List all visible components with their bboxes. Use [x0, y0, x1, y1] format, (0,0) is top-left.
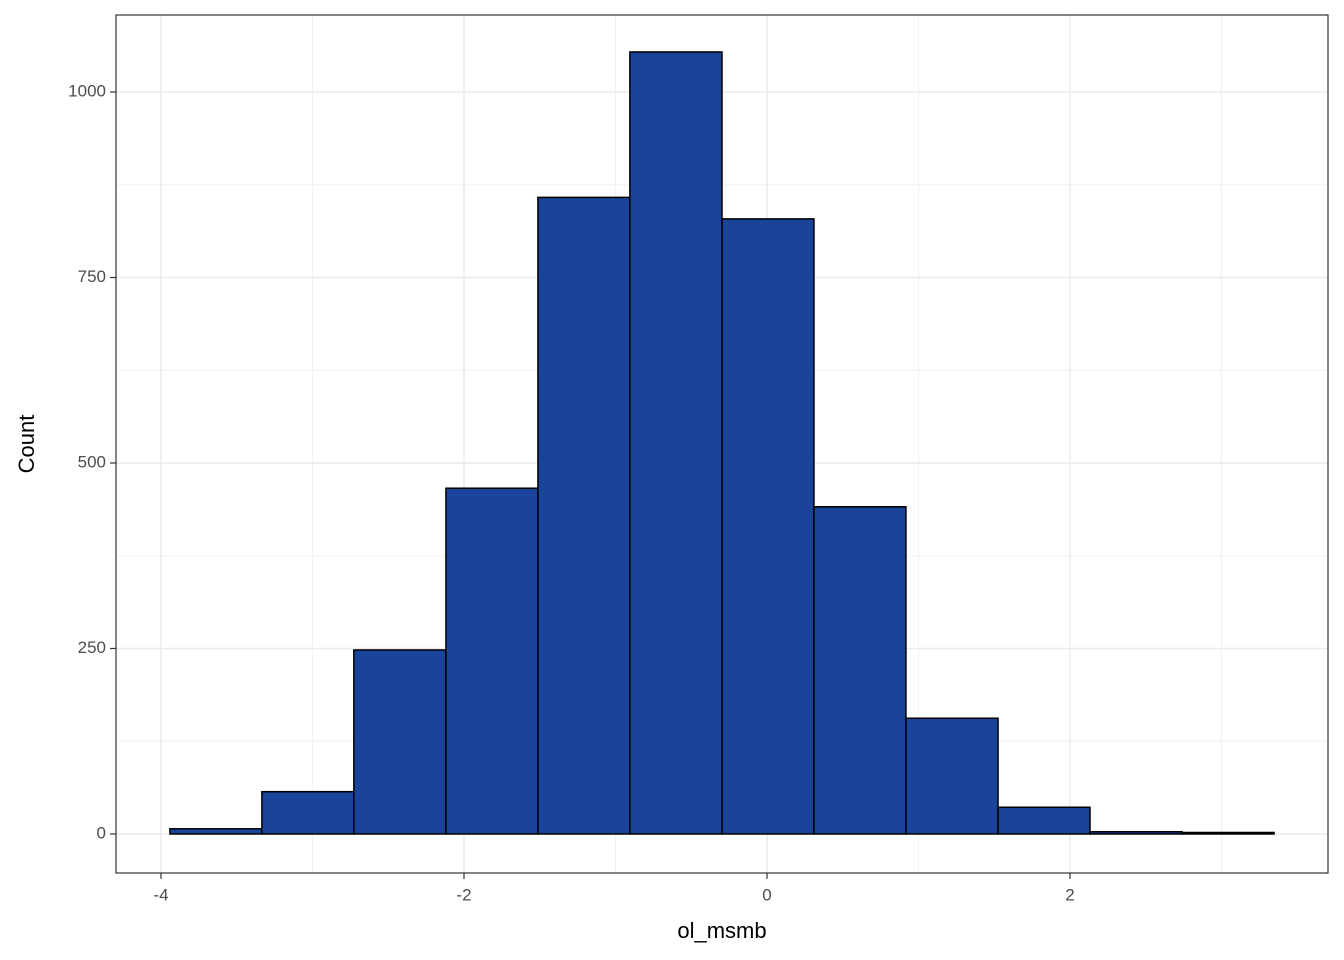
bar	[169, 828, 263, 835]
bar	[629, 51, 723, 835]
y-tick-label: 750	[78, 267, 106, 286]
bar	[905, 717, 999, 835]
bar	[997, 806, 1091, 835]
x-tick-label: 2	[1065, 885, 1074, 904]
bar	[1089, 830, 1183, 835]
bar	[445, 487, 539, 835]
y-tick-label: 1000	[68, 81, 106, 100]
bar	[353, 649, 447, 835]
x-axis-label: ol_msmb	[677, 918, 766, 943]
x-tick-label: -4	[153, 885, 168, 904]
bar	[537, 196, 631, 835]
bar	[1181, 831, 1275, 835]
bar	[721, 218, 815, 835]
bar	[813, 506, 907, 835]
x-tick-label: -2	[456, 885, 471, 904]
panel-border	[115, 14, 1329, 874]
y-tick-label: 250	[78, 638, 106, 657]
x-tick-label: 0	[762, 885, 771, 904]
bar	[261, 790, 355, 835]
y-tick-label: 500	[78, 452, 106, 471]
y-axis-label: Count	[14, 415, 39, 474]
y-tick-label: 0	[97, 823, 106, 842]
